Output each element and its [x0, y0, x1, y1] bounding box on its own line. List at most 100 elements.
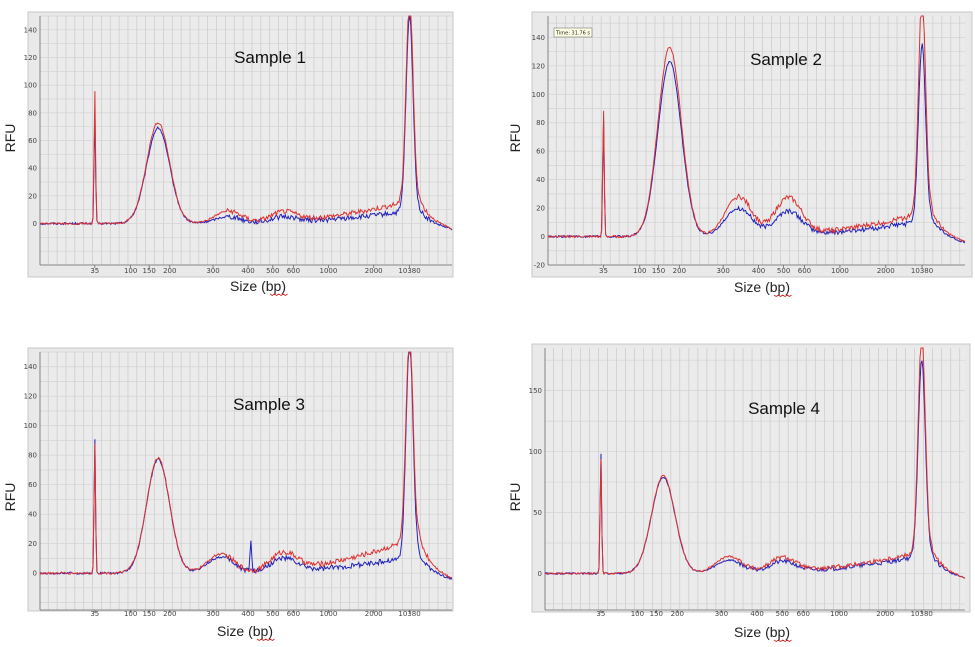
y-tick-label: 20	[28, 192, 37, 200]
plot-area	[545, 348, 965, 610]
y-tick-label: 40	[28, 165, 37, 173]
y-axis-label: RFU	[2, 483, 18, 512]
x-tick-label: 1000	[831, 267, 849, 275]
y-tick-label: 140	[532, 34, 545, 42]
y-tick-label: 60	[28, 481, 37, 489]
y-tick-label: 140	[24, 26, 37, 34]
x-tick-label: 600	[797, 610, 810, 618]
x-tick-label: 400	[241, 267, 254, 275]
x-tick-label: 600	[287, 610, 300, 618]
y-tick-label: 100	[529, 448, 542, 456]
spellcheck-squiggle	[256, 638, 275, 641]
x-tick-label: 400	[750, 610, 763, 618]
x-tick-label: 200	[163, 267, 176, 275]
x-tick-label: 1000	[319, 610, 337, 618]
x-axis-label: Size (bp)	[230, 278, 286, 294]
y-axis-label: RFU	[507, 124, 523, 153]
y-tick-label: 0	[33, 570, 37, 578]
x-tick-label: 10380	[398, 267, 420, 275]
chart-panel-3: 0 20 40 60 80 100 120 140 35 100 150 200 300 400 500 60…	[2, 347, 454, 641]
y-tick-label: 100	[24, 422, 37, 430]
chart-panel-4: 0 50 100 150 35 100 150 200 300 400 500 600 1000 2000…	[507, 343, 971, 642]
y-tick-label: 80	[28, 452, 37, 460]
x-tick-label: 35	[90, 610, 99, 618]
y-tick-label: 150	[529, 387, 542, 395]
chart-title: Sample 1	[234, 48, 306, 67]
y-tick-label: 120	[532, 62, 545, 70]
time-tooltip	[553, 27, 593, 38]
x-tick-label: 35	[599, 267, 608, 275]
y-tick-label: -20	[534, 262, 545, 270]
x-tick-label: 150	[652, 267, 665, 275]
x-tick-label: 600	[287, 267, 300, 275]
x-tick-label: 1000	[319, 267, 337, 275]
y-tick-label: 80	[536, 119, 545, 127]
x-tick-label: 35	[90, 267, 99, 275]
y-tick-label: 50	[533, 509, 542, 517]
x-tick-label: 500	[266, 610, 279, 618]
chart-title: Sample 4	[748, 399, 820, 418]
x-tick-label: 200	[671, 610, 684, 618]
x-tick-label: 35	[596, 610, 605, 618]
x-tick-label: 10380	[911, 267, 933, 275]
y-tick-label: 0	[538, 570, 542, 578]
spellcheck-squiggle	[773, 294, 792, 297]
x-tick-label: 10380	[911, 610, 933, 618]
y-tick-label: 120	[24, 54, 37, 62]
series-line-red	[39, 15, 453, 230]
x-tick-label: 150	[650, 610, 663, 618]
x-tick-label: 500	[776, 610, 789, 618]
series-line-red	[544, 347, 966, 579]
x-tick-label: 500	[777, 267, 790, 275]
x-tick-label: 100	[124, 610, 137, 618]
x-axis-label: Size (bp)	[734, 624, 790, 640]
x-tick-label: 100	[633, 267, 646, 275]
x-tick-label: 300	[206, 610, 219, 618]
y-tick-label: 100	[24, 82, 37, 90]
x-tick-label: 1000	[830, 610, 848, 618]
series-line-red	[39, 351, 453, 579]
x-tick-label: 400	[241, 610, 254, 618]
plot-area	[40, 352, 452, 610]
chart-title: Sample 2	[750, 50, 822, 69]
y-tick-label: 120	[24, 393, 37, 401]
chart-panel-1: 0 20 40 60 80 100 120 140 35 100 150 200 300 400 500 60…	[2, 11, 454, 296]
chart-title: Sample 3	[233, 395, 305, 414]
chart-panel-2: -20 0 20 40 60 80 100 120 140 35 100 150 200 300 400 50…	[507, 11, 973, 297]
x-axis-label: Size (bp)	[734, 279, 790, 295]
y-tick-label: 140	[24, 363, 37, 371]
x-tick-label: 2000	[365, 267, 383, 275]
y-tick-label: 80	[28, 109, 37, 117]
y-tick-label: 0	[541, 233, 545, 241]
x-tick-label: 10380	[398, 610, 420, 618]
x-tick-label: 2000	[365, 610, 383, 618]
y-tick-label: 60	[536, 148, 545, 156]
x-tick-label: 300	[206, 267, 219, 275]
y-tick-label: 40	[536, 176, 545, 184]
x-tick-label: 100	[124, 267, 137, 275]
spellcheck-squiggle	[269, 293, 288, 296]
x-tick-label: 200	[673, 267, 686, 275]
x-tick-label: 500	[266, 267, 279, 275]
x-tick-label: 600	[798, 267, 811, 275]
y-tick-label: 60	[28, 137, 37, 145]
x-tick-label: 100	[631, 610, 644, 618]
x-tick-label: 300	[715, 610, 728, 618]
x-axis-label: Size (bp)	[217, 623, 273, 639]
x-tick-label: 2000	[876, 610, 894, 618]
x-tick-label: 150	[142, 267, 155, 275]
x-tick-label: 300	[716, 267, 729, 275]
series-line-red	[547, 15, 966, 243]
x-tick-label: 150	[142, 610, 155, 618]
x-tick-label: 2000	[877, 267, 895, 275]
y-axis-label: RFU	[507, 483, 523, 512]
y-tick-label: 20	[536, 205, 545, 213]
y-tick-label: 100	[532, 91, 545, 99]
x-tick-label: 200	[163, 610, 176, 618]
spellcheck-squiggle	[773, 639, 792, 642]
y-axis-label: RFU	[2, 124, 18, 153]
x-tick-label: 400	[752, 267, 765, 275]
y-tick-label: 40	[28, 511, 37, 519]
y-tick-label: 20	[28, 540, 37, 548]
